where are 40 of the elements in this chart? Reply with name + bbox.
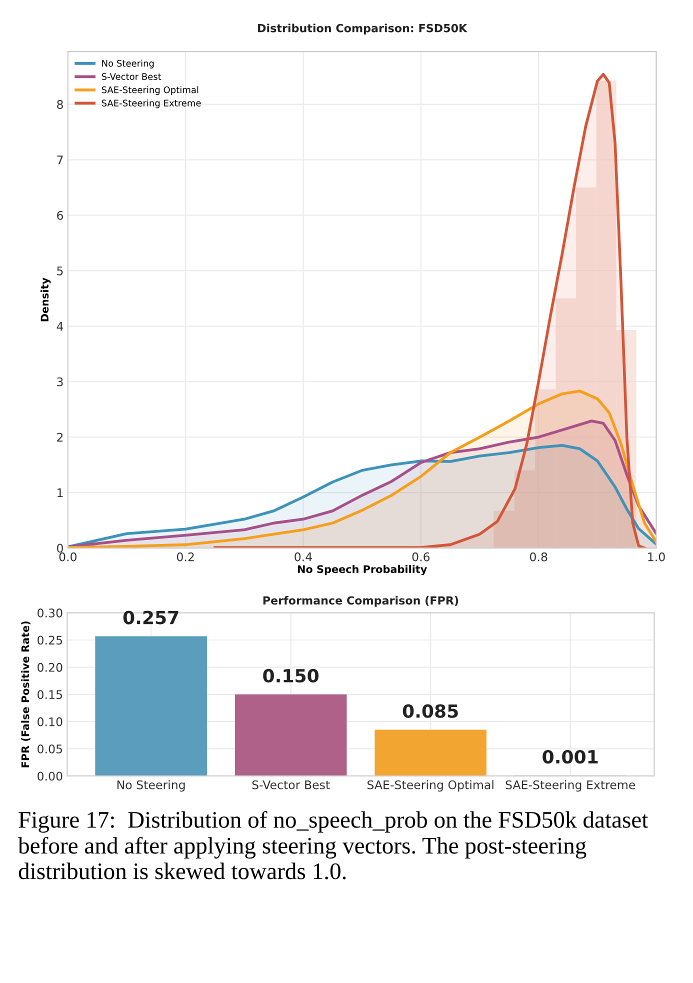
data-label: 0.085 (402, 704, 458, 718)
x-tick-label: 0.6 (412, 552, 430, 562)
y-tick-label: 6 (57, 210, 64, 220)
legend-label: SAE-Steering Extreme (102, 99, 201, 108)
y-tick-label: 4 (56, 322, 64, 331)
x-tick-label: 0.8 (530, 552, 548, 562)
y-tick-label: 0.10 (38, 717, 62, 726)
y-tick-label: 5 (57, 266, 63, 276)
caption: Figure 17: Distribution of no_speech_prob on the FSD50k dataset before and after applying steering vectors. The post-steering distribution is skewed towards 1.0. (18, 810, 648, 880)
chart-title: Performance Comparison (FPR) (263, 596, 458, 607)
y-tick-label: 0.00 (38, 772, 62, 781)
x-tick-label: 0.2 (176, 552, 194, 562)
x-axis-title: No Speech Probability (298, 565, 427, 576)
y-tick-label: 2 (57, 432, 63, 442)
legend-label: S-Vector Best (102, 73, 162, 80)
y-axis-title: Density (40, 278, 51, 322)
data-label: 0.150 (263, 668, 319, 683)
legend-label: SAE-Steering Optimal (102, 86, 198, 95)
x-tick-label: No Steering (117, 780, 185, 792)
x-tick-label: SAE-Steering Extreme (506, 780, 636, 792)
data-label: 0.001 (542, 750, 598, 764)
chart-title: Distribution Comparison: FSD50K (258, 24, 468, 34)
y-tick-label: 0.05 (38, 744, 62, 754)
y-tick-label: 0.25 (38, 636, 62, 645)
x-tick-label: 0.4 (294, 552, 312, 562)
y-tick-label: 0.15 (38, 690, 62, 700)
x-tick-label: 0.0 (59, 552, 77, 562)
x-tick-label: 1.0 (648, 552, 665, 562)
data-label: 0.257 (123, 610, 178, 624)
y-tick-label: 7 (57, 156, 63, 164)
y-tick-label: 0.20 (38, 662, 62, 672)
x-tick-label: S-Vector Best (252, 780, 330, 790)
y-tick-label: 3 (57, 377, 63, 386)
legend-label: No Steering (102, 60, 154, 68)
y-axis-title: FPR (False Positive Rate) (21, 621, 30, 768)
x-tick-label: SAE-Steering Optimal (367, 780, 494, 792)
y-tick-label: 8 (57, 100, 63, 109)
y-tick-label: 0 (57, 544, 63, 553)
y-tick-label: 0.30 (38, 608, 62, 618)
y-tick-label: 1 (58, 488, 63, 498)
